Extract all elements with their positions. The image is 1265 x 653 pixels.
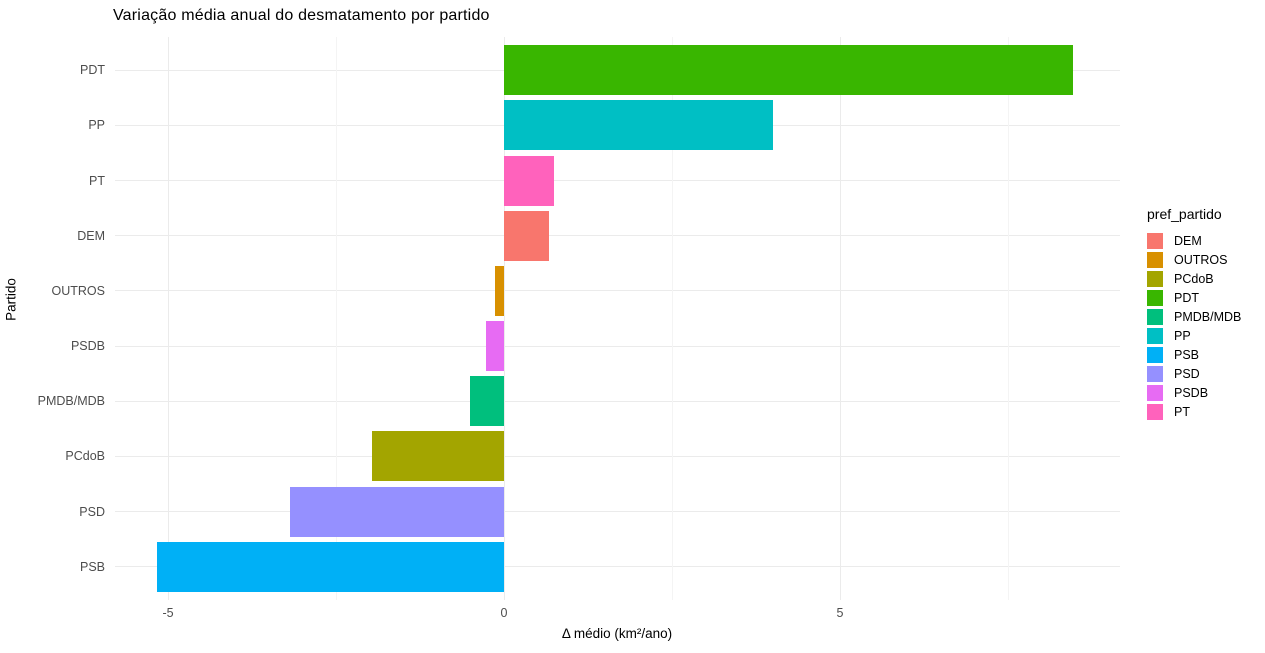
y-axis-label-psd: PSD	[79, 504, 105, 519]
gridline-horizontal-pt	[115, 180, 1120, 181]
x-axis-title: Δ médio (km²/ano)	[561, 626, 673, 641]
legend-item-pcdob: PCdoB	[1147, 271, 1241, 287]
gridline-vertical-minor-7.5	[1008, 37, 1009, 600]
legend-item-psd: PSD	[1147, 366, 1241, 382]
gridline-horizontal-pcdob	[115, 455, 1120, 457]
x-axis-tick-label-0: 0	[500, 606, 508, 620]
gridline-vertical-minor--2.5	[336, 37, 337, 600]
bar-pt	[504, 155, 554, 206]
gridline-vertical-major--5	[168, 37, 169, 600]
bar-pmdb-mdb	[470, 376, 504, 427]
y-axis-label-psb: PSB	[79, 559, 105, 574]
y-axis-label-pcdob: PCdoB	[65, 449, 105, 464]
y-axis-label-pdt: PDT	[80, 63, 105, 78]
legend-label-dem: DEM	[1174, 234, 1202, 248]
legend-swatch-psdb	[1147, 385, 1163, 401]
bar-psdb	[485, 321, 504, 372]
legend-item-dem: DEM	[1147, 233, 1241, 249]
legend: pref_partido DEM OUTROS PCdoB PDT PMDB/MDB PP…	[1147, 206, 1241, 420]
x-axis-tick-label-5: 5	[836, 606, 844, 620]
y-axis-label-dem: DEM	[77, 228, 105, 243]
legend-item-pmdb-mdb: PMDB/MDB	[1147, 309, 1241, 325]
legend-swatch-psd	[1147, 366, 1163, 382]
legend-item-outros: OUTROS	[1147, 252, 1241, 268]
legend-swatch-outros	[1147, 252, 1163, 268]
legend-item-pp: PP	[1147, 328, 1241, 344]
legend-item-pt: PT	[1147, 404, 1241, 420]
legend-item-psb: PSB	[1147, 347, 1241, 363]
y-axis-label-outros: OUTROS	[51, 283, 105, 298]
chart-title: Variação média anual do desmatamento por…	[113, 7, 490, 24]
legend-label-pp: PP	[1174, 329, 1191, 343]
plot-panel	[115, 37, 1120, 600]
legend-item-pdt: PDT	[1147, 290, 1241, 306]
bar-pdt	[504, 45, 1074, 96]
legend-item-psdb: PSDB	[1147, 385, 1241, 401]
y-axis-label-pt: PT	[89, 173, 105, 188]
legend-label-pcdob: PCdoB	[1174, 272, 1214, 286]
bar-dem	[504, 210, 550, 261]
gridline-vertical-major-0	[504, 37, 505, 600]
gridline-horizontal-pmdb-mdb	[115, 400, 1120, 402]
gridline-horizontal-psb	[115, 566, 1120, 568]
x-axis-tick-label--5: -5	[162, 606, 174, 620]
gridline-horizontal-outros	[115, 290, 1120, 292]
bar-psd	[290, 486, 504, 537]
gridline-vertical-major-5	[840, 37, 841, 600]
legend-swatch-pmdb-mdb	[1147, 309, 1163, 325]
bar-pp	[504, 100, 773, 151]
gridline-horizontal-psd	[115, 511, 1120, 513]
legend-label-outros: OUTROS	[1174, 253, 1228, 267]
legend-swatch-pcdob	[1147, 271, 1163, 287]
y-axis-label-pp: PP	[88, 118, 105, 133]
bar-outros	[495, 265, 504, 316]
legend-title: pref_partido	[1147, 206, 1222, 222]
y-axis-label-pmdb-mdb: PMDB/MDB	[37, 394, 105, 409]
legend-label-psd: PSD	[1174, 367, 1200, 381]
bar-psb	[157, 541, 504, 592]
legend-swatch-psb	[1147, 347, 1163, 363]
legend-items: DEM OUTROS PCdoB PDT PMDB/MDB PP PSB PSD PSDB PT	[1147, 233, 1241, 420]
legend-swatch-pp	[1147, 328, 1163, 344]
legend-label-pt: PT	[1174, 405, 1190, 419]
legend-label-psdb: PSDB	[1174, 386, 1209, 400]
legend-label-pdt: PDT	[1174, 291, 1199, 305]
legend-label-pmdb-mdb: PMDB/MDB	[1174, 310, 1242, 324]
bar-pcdob	[371, 431, 504, 482]
legend-label-psb: PSB	[1174, 348, 1200, 362]
legend-swatch-pt	[1147, 404, 1163, 420]
gridline-horizontal-dem	[115, 235, 1120, 237]
legend-swatch-pdt	[1147, 290, 1163, 306]
y-axis-label-psdb: PSDB	[70, 339, 105, 354]
gridline-vertical-minor-2.5	[672, 37, 673, 600]
gridline-horizontal-psdb	[115, 345, 1120, 347]
legend-swatch-dem	[1147, 233, 1163, 249]
